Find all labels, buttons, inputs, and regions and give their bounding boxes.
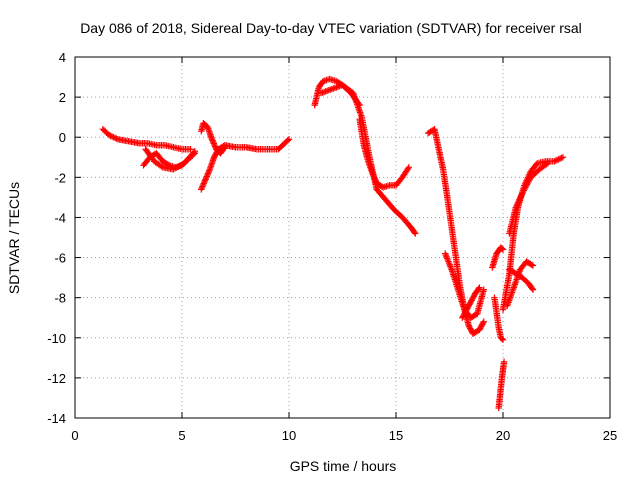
data-point (199, 181, 207, 189)
data-point (205, 168, 212, 176)
y-tick-label-2: 0 (59, 130, 66, 145)
data-point (201, 177, 209, 184)
data-point (404, 165, 412, 172)
data-point (476, 284, 483, 291)
y-tick-label-3: -2 (54, 170, 66, 185)
data-point (113, 135, 120, 142)
data-point (529, 262, 537, 269)
x-tick-label-5: 25 (603, 428, 617, 443)
data-point (544, 160, 552, 167)
data-point (106, 132, 113, 139)
y-tick-label-8: -12 (47, 371, 66, 386)
plot-frame (74, 56, 611, 419)
data-point (211, 141, 218, 149)
data-point (209, 138, 217, 146)
x-tick-label-1: 5 (178, 428, 185, 443)
data-point (202, 176, 209, 183)
data-point (480, 318, 487, 325)
x-axis-label: GPS time / hours (290, 458, 397, 474)
data-point (201, 179, 208, 186)
data-point (210, 140, 217, 147)
y-tick-label-9: -14 (47, 411, 66, 426)
data-point (107, 132, 114, 140)
data-point (110, 134, 117, 141)
data-point (209, 137, 216, 144)
data-point (552, 157, 559, 164)
series-seg8 (317, 81, 419, 237)
data-point (199, 183, 206, 190)
data-point (556, 155, 564, 162)
data-point (190, 149, 197, 156)
data-point (204, 171, 211, 179)
data-point (211, 143, 219, 150)
data-point (499, 336, 507, 343)
data-point (187, 146, 194, 153)
data-point (498, 335, 506, 342)
data-point (479, 319, 487, 327)
data-point (200, 180, 207, 187)
data-point (285, 136, 293, 143)
series-seg10 (442, 250, 487, 321)
series-seg1 (99, 126, 194, 153)
data-point (208, 136, 216, 143)
series-seg3 (142, 146, 199, 173)
data-point (206, 167, 213, 174)
data-point (529, 286, 537, 293)
data-point (111, 134, 119, 142)
data-point (204, 170, 212, 177)
x-tick-label-0: 0 (71, 428, 78, 443)
data-point (220, 145, 228, 152)
data-point (198, 186, 205, 193)
x-tick-label-4: 20 (496, 428, 510, 443)
data-point (551, 158, 558, 165)
series-seg13 (491, 294, 507, 343)
series-seg14 (495, 358, 508, 412)
data-points (99, 75, 567, 412)
series-seg18 (506, 160, 552, 237)
data-point (108, 133, 116, 140)
y-tick-label-5: -6 (54, 251, 66, 266)
data-point (499, 246, 507, 253)
data-point (221, 144, 228, 151)
data-point (543, 161, 550, 168)
series-seg6 (311, 75, 363, 109)
data-point (528, 285, 536, 292)
data-point (191, 148, 199, 155)
grid-lines (75, 57, 610, 418)
data-point (498, 245, 506, 252)
data-point (559, 154, 567, 161)
series-seg5 (198, 119, 228, 157)
y-tick-label-0: 4 (59, 50, 66, 65)
data-point (158, 163, 165, 170)
data-point (558, 154, 565, 162)
series-seg17 (506, 266, 537, 293)
data-point (500, 358, 508, 366)
data-point (555, 156, 562, 163)
data-point (475, 285, 482, 293)
data-point (198, 184, 206, 192)
series-seg11 (459, 284, 483, 321)
data-point (528, 261, 535, 268)
y-tick-label-4: -4 (54, 210, 66, 225)
y-tick-label-1: 2 (59, 90, 66, 105)
x-tick-label-2: 10 (282, 428, 296, 443)
x-tick-label-3: 15 (389, 428, 403, 443)
data-point (284, 137, 292, 144)
chart-title: Day 086 of 2018, Sidereal Day-to-day VTE… (80, 20, 582, 36)
data-point (203, 173, 210, 180)
y-tick-label-7: -10 (47, 331, 66, 346)
data-point (480, 286, 487, 293)
series-seg12 (489, 244, 507, 271)
data-point (554, 156, 561, 164)
data-point (202, 174, 210, 182)
y-axis-label: SDTVAR / TECUs (6, 182, 22, 294)
data-point (411, 229, 418, 236)
data-point (412, 230, 419, 237)
data-point (405, 164, 413, 171)
y-tick-label-6: -8 (54, 291, 66, 306)
